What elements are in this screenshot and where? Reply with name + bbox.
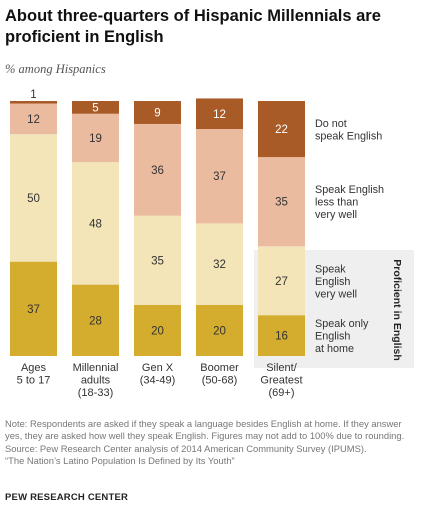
bar-segment	[72, 284, 119, 356]
bar-segment	[72, 162, 119, 285]
bar-segment	[134, 215, 181, 305]
stacked-bar-chart: 37 50 12 1 Ages 5 to 17 28 48 19 5 Millennial adult…	[10, 89, 414, 399]
bar-value-label: 48	[89, 218, 102, 230]
bar-value-label: 12	[213, 109, 226, 121]
chart-subtitle: % among Hispanics	[5, 62, 106, 76]
bar-segment	[10, 103, 57, 135]
category-label: Gen X (34-49)	[140, 362, 175, 387]
bar-value-label: 20	[213, 326, 226, 338]
bar-segment	[72, 101, 119, 114]
bar-segment	[196, 129, 243, 224]
series-label: Speak English less than very well	[315, 184, 384, 221]
bar-segment	[72, 113, 119, 163]
series-label: Do not speak English	[315, 118, 382, 143]
bar-segment	[134, 101, 181, 124]
bar-value-label: 12	[27, 114, 40, 126]
note-text: Note: Respondents are asked if they spea…	[5, 418, 405, 442]
source-line-2: “The Nation’s Latino Population Is Defin…	[5, 455, 235, 467]
bar-value-label: 1	[30, 89, 36, 101]
bar-segment	[258, 246, 305, 316]
bar-value-label: 20	[151, 326, 164, 338]
category-label: Millennial adults (18-33)	[73, 362, 119, 399]
chart-title: About three-quarters of Hispanic Millenn…	[5, 7, 381, 46]
bar-segment	[258, 157, 305, 247]
category-label: Ages 5 to 17	[17, 362, 51, 387]
bar-segment	[196, 223, 243, 305]
category-label: Boomer (50-68)	[200, 362, 239, 387]
bar-value-label: 16	[275, 331, 288, 343]
bar-segment	[134, 305, 181, 356]
bar-segment	[134, 123, 181, 216]
bar-segment	[10, 134, 57, 262]
footer-brand: PEW RESEARCH CENTER	[5, 492, 129, 503]
bar-segment	[196, 305, 243, 356]
proficient-bracket-label: Proficient in English	[391, 259, 403, 361]
bar-value-label: 19	[89, 133, 102, 145]
bar-value-label: 35	[275, 197, 288, 209]
chart-note: Note: Respondents are asked if they spea…	[5, 418, 417, 468]
bar-value-label: 5	[92, 102, 98, 114]
bar-segment	[10, 261, 57, 356]
bar-value-label: 22	[275, 124, 288, 136]
series-label: Speak only English at home	[315, 318, 369, 355]
bar-value-label: 37	[213, 171, 226, 183]
bar-value-label: 32	[213, 259, 226, 271]
bar-value-label: 27	[275, 276, 288, 288]
bar-value-label: 50	[27, 193, 40, 205]
bar-value-label: 9	[154, 107, 160, 119]
source-line-1: Source: Pew Research Center analysis of …	[5, 442, 367, 454]
bar-value-label: 36	[151, 165, 164, 177]
bar-segment	[10, 101, 57, 104]
bar-value-label: 28	[89, 315, 102, 327]
bar-segment	[196, 98, 243, 130]
bar-value-label: 37	[27, 304, 40, 316]
bar-value-label: 35	[151, 255, 164, 267]
series-label: Speak English very well	[315, 263, 357, 300]
bar-segment	[258, 101, 305, 158]
bar-segment	[258, 315, 305, 356]
category-label: Silent/Greatest (69+)	[260, 362, 302, 399]
